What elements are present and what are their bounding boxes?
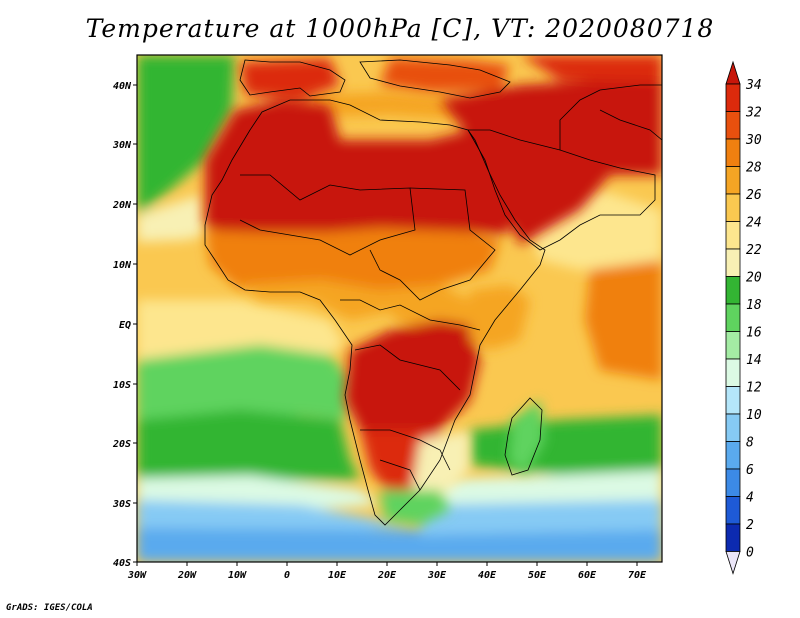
lat-tick-label: 30N: [112, 140, 132, 151]
colorbar-label: 26: [746, 188, 762, 203]
colorbar-swatch: [725, 193, 741, 222]
lon-tick-label: 10E: [328, 570, 347, 581]
colorbar-label: 22: [746, 243, 762, 258]
colorbar-swatch: [725, 111, 741, 140]
colorbar-label: 28: [746, 161, 762, 176]
lat-tick-label: 20S: [112, 439, 131, 450]
colorbar-swatch: [725, 386, 741, 415]
lon-tick-label: 30E: [427, 570, 447, 581]
colorbar-top-arrow: [725, 60, 741, 85]
lat-tick-label: 10S: [113, 380, 131, 391]
map-frame: [136, 54, 663, 563]
colorbar-swatch: [725, 468, 741, 497]
map-title: Temperature at 1000hPa [C], VT: 20200807…: [85, 14, 715, 43]
colorbar-label: 24: [746, 216, 762, 231]
colorbar-swatch: [725, 276, 741, 305]
colorbar-label: 14: [746, 353, 762, 368]
colorbar-label: 4: [746, 491, 754, 506]
colorbar-swatch: [725, 441, 741, 470]
lon-tick-label: 50E: [528, 570, 547, 581]
lon-tick-label: 20W: [177, 570, 197, 581]
colorbar-label: 16: [746, 326, 762, 341]
colorbar-bottom-arrow: [725, 551, 741, 575]
lon-tick-label: 30W: [127, 570, 147, 581]
lon-tick-label: 20E: [377, 570, 397, 581]
colorbar-label: 32: [745, 106, 762, 121]
lon-tick-label: 70E: [628, 570, 647, 581]
colorbar-swatch: [725, 138, 741, 167]
colorbar-label: 20: [746, 271, 762, 286]
colorbar-swatch: [725, 496, 741, 525]
colorbar-swatch: [725, 83, 741, 112]
colorbar-swatch: [725, 221, 741, 250]
longitude-axis: 30W 20W 10W 0 10E 20E 30E 40E 50E 60E 70E: [127, 562, 647, 581]
colorbar-label: 2: [746, 518, 754, 533]
lat-tick-label: 40N: [113, 81, 132, 92]
colorbar-swatch: [725, 166, 741, 195]
lat-tick-label: 30S: [112, 499, 131, 510]
colorbar-swatch: [725, 248, 741, 277]
lat-tick-label: EQ: [119, 320, 131, 331]
lon-tick-label: 10W: [228, 570, 247, 581]
credit-text: GrADS: IGES/COLA: [6, 603, 93, 613]
coastlines: [204, 59, 662, 526]
lon-tick-label: 0: [284, 570, 290, 581]
colorbar-label: 10: [746, 408, 762, 423]
temperature-field: [137, 55, 662, 562]
colorbar-label: 34: [745, 78, 762, 93]
lat-tick-label: 20N: [112, 200, 132, 211]
colorbar-swatch: [725, 331, 741, 360]
colorbar-label: 12: [746, 381, 762, 396]
colorbar-label: 6: [746, 463, 754, 478]
lat-tick-label: 10N: [113, 260, 132, 271]
colorbar-label: 30: [745, 133, 762, 148]
colorbar-swatch: [725, 358, 741, 387]
colorbar-label: 8: [746, 436, 754, 451]
colorbar-swatch: [725, 413, 741, 442]
colorbar-swatch: [725, 523, 741, 552]
colorbar-swatch: [725, 303, 741, 332]
lon-tick-label: 60E: [578, 570, 597, 581]
lon-tick-label: 40E: [478, 570, 497, 581]
colorbar-label: 0: [746, 546, 754, 561]
colorbar-label: 18: [746, 298, 762, 313]
latitude-axis: 40N 30N 20N 10N EQ 10S 20S 30S 40S: [112, 81, 137, 569]
lat-tick-label: 40S: [113, 558, 131, 569]
